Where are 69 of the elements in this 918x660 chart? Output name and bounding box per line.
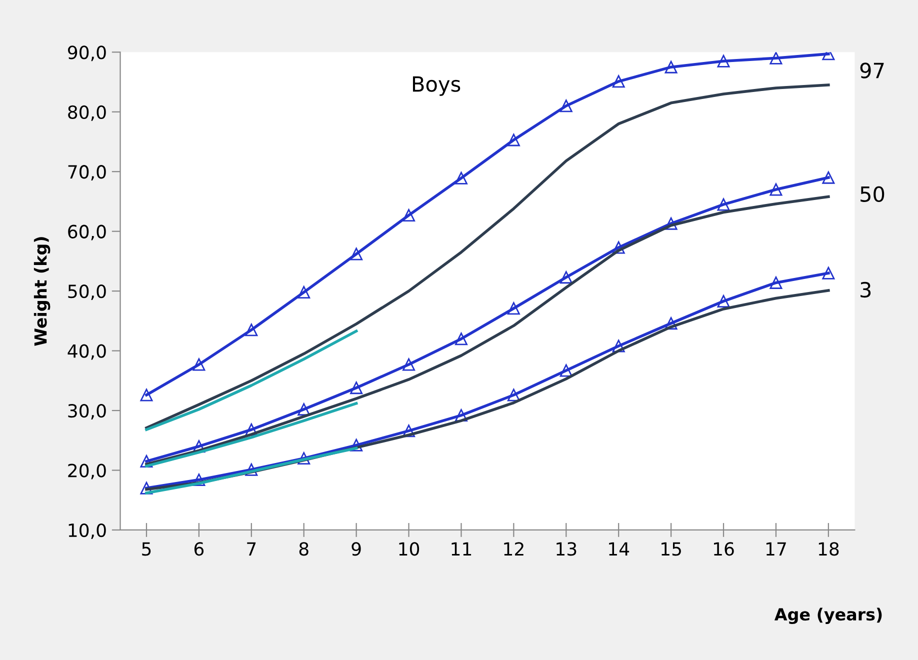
point [298,452,310,465]
point [717,54,730,68]
point [454,172,468,184]
point [664,60,678,74]
line-series [145,330,358,432]
y-tick-label: 30,0 [68,404,106,420]
point [140,388,153,402]
point [192,358,206,371]
point [612,241,625,254]
point [822,266,835,280]
x-tick-label: 13 [556,542,576,556]
point [717,198,730,211]
point [664,217,678,230]
point [350,438,363,452]
x-axis-title: Age (years) [774,608,882,624]
point [770,276,782,289]
x-tick-label: 18 [818,542,839,556]
x-tick-label: 12 [504,542,524,556]
y-tick-label: 60,0 [68,224,106,240]
y-tick-label: 10,0 [68,523,106,539]
point [717,294,730,308]
point [192,474,206,486]
text: Boys [412,76,460,96]
x-tick-label: 6 [194,542,204,556]
annotation: 3 [860,282,871,298]
point [402,208,416,222]
y-tick-label: 80,0 [68,105,106,121]
point [140,455,153,468]
x-tick-label: 9 [352,542,361,556]
y-tick-label: 50,0 [68,284,106,300]
point [245,463,258,476]
y-tick-label: 20,0 [68,464,106,480]
x-tick-label: 7 [247,542,256,556]
point [350,248,363,260]
x-tick-label: 17 [766,542,786,556]
point [664,317,678,330]
point [507,302,520,315]
point [298,403,310,416]
point [507,134,520,146]
y-tick-label: 90,0 [68,46,106,62]
y-tick-label: 70,0 [68,165,106,181]
x-tick-label: 8 [299,542,308,556]
x-tick-label: 10 [399,542,420,556]
x-tick-label: 15 [662,542,681,556]
point [245,324,258,336]
annotation: 97 [860,62,884,78]
y-tick-label: 40,0 [68,344,106,360]
point [560,271,572,284]
point [402,358,416,371]
point [560,364,572,377]
point [612,75,625,88]
point [770,183,782,196]
point [507,388,520,402]
point [822,171,835,184]
point [612,340,625,352]
point [298,286,310,299]
x-tick-label: 14 [609,542,630,556]
x-tick-label: 5 [142,542,151,556]
point [454,409,468,422]
point [454,332,468,346]
point [350,382,363,394]
x-tick-label: 16 [714,542,734,556]
point [560,100,572,112]
point [140,482,153,494]
x-tick-label: 11 [452,542,472,556]
point [770,52,782,64]
point [402,424,416,438]
y-axis-title: Weight (kg) [34,237,50,346]
annotation: 50 [860,186,884,202]
